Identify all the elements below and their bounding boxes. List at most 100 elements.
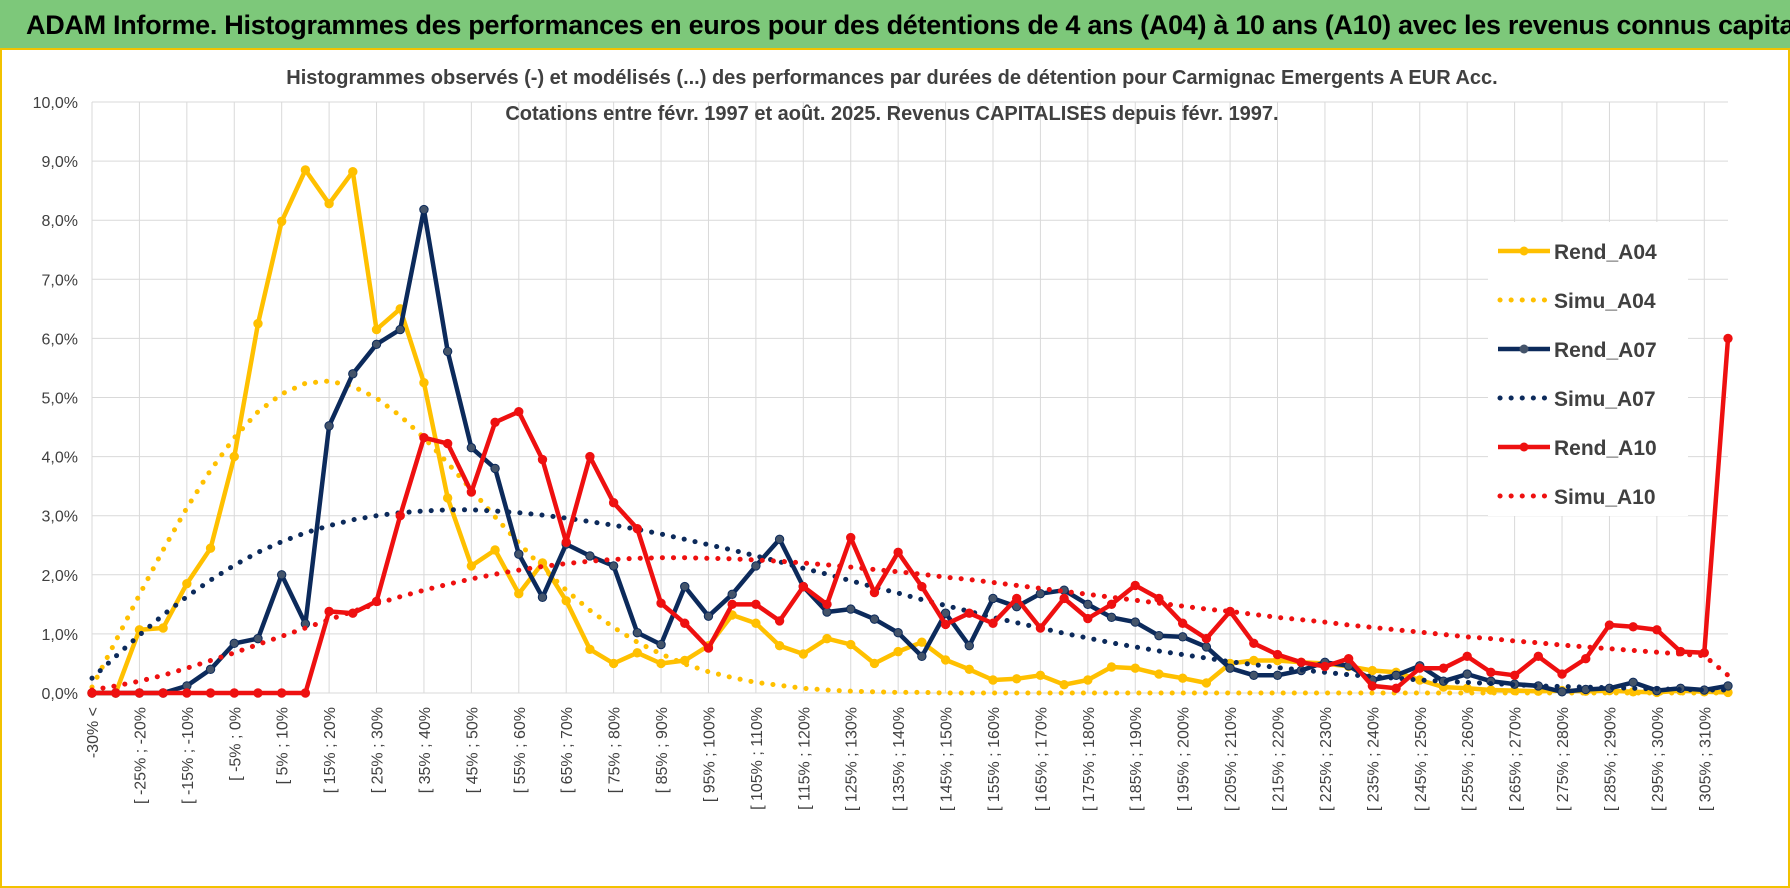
series-point (1628, 677, 1638, 688)
series-point (632, 524, 643, 534)
x-tick-label: [ 165% ; 170% (1033, 707, 1050, 811)
chart-subtitle: Cotations entre févr. 1997 et août. 2025… (505, 103, 1278, 125)
series-point (1462, 669, 1472, 679)
series-point (442, 493, 453, 503)
x-tick-label: [ 155% ; 160% (986, 707, 1003, 811)
legend-label: Simu_A04 (1554, 290, 1656, 313)
series-point (158, 623, 168, 633)
series-point (371, 324, 382, 335)
legend-marker (1519, 344, 1529, 354)
series-point (964, 664, 974, 675)
series-point (1604, 620, 1615, 630)
x-tick-label: [ 265% ; 270% (1508, 707, 1525, 811)
x-tick-label: [ 305% ; 310% (1697, 707, 1714, 811)
series-point (1130, 580, 1140, 591)
series-point (1723, 681, 1733, 691)
series-point (419, 378, 429, 388)
chart-legend: Rend_A04 Simu_A04 Rend_A07 Simu_A07 Rend_A10… (1488, 222, 1688, 516)
series-Simu_A10 (89, 555, 1731, 693)
series-point (1509, 670, 1520, 680)
series-point (1486, 667, 1496, 678)
series-point (253, 688, 263, 698)
x-tick-label: [ 205% ; 210% (1223, 707, 1240, 811)
series-point (1652, 625, 1662, 635)
series-point (442, 438, 453, 449)
series-point (940, 608, 951, 618)
series-point (253, 633, 263, 644)
x-tick-label: [ 15% ; 20% (322, 707, 339, 793)
report-banner: ADAM Informe. Histogrammes des performan… (0, 0, 1790, 50)
series-point (1201, 642, 1212, 652)
series-point (205, 664, 216, 675)
series-point (1438, 663, 1449, 673)
legend-item-Simu_A07: Simu_A07 (1497, 388, 1656, 411)
series-point (324, 421, 334, 431)
x-tick-label: [ -15% ; -10% (180, 707, 197, 804)
legend-marker (1519, 442, 1529, 452)
series-point (917, 651, 927, 662)
series-point (585, 451, 595, 462)
series-point (846, 532, 856, 543)
y-tick-label: 4,0% (42, 450, 78, 467)
series-point (1177, 632, 1188, 642)
series-point (1177, 618, 1188, 628)
series-point (276, 570, 287, 580)
series-point (869, 658, 880, 669)
series-line (92, 207, 1729, 696)
series-Rend_A10 (87, 333, 1733, 698)
series-line (89, 507, 1731, 693)
x-tick-label: [ 245% ; 250% (1413, 707, 1430, 811)
performance-histogram-chart: Histogrammes observés (-) et modélisés (… (33, 67, 1733, 811)
series-point (893, 646, 903, 657)
series-point (395, 324, 405, 335)
series-point (774, 616, 785, 626)
series-point (822, 599, 832, 610)
series-point (1011, 593, 1022, 604)
x-tick-label: [ 175% ; 180% (1081, 707, 1098, 811)
chart-frame: Histogrammes observés (-) et modélisés (… (0, 50, 1790, 888)
series-point (1201, 678, 1212, 688)
series-point (988, 593, 998, 604)
series-point (537, 592, 548, 602)
series-point (205, 543, 216, 553)
series-point (1343, 654, 1354, 664)
series-point (300, 165, 311, 175)
chart-gridlines (91, 101, 1728, 694)
series-point (656, 658, 666, 669)
series-point (490, 417, 500, 428)
series-point (656, 598, 666, 608)
report-title: ADAM Informe. Histogrammes des performan… (26, 10, 1790, 40)
y-tick-label: 1,0% (42, 627, 78, 644)
y-tick-label: 7,0% (42, 272, 78, 289)
series-point (466, 443, 477, 453)
series-point (158, 688, 168, 698)
legend-marker (1519, 246, 1529, 256)
series-point (182, 578, 192, 589)
series-point (442, 346, 453, 357)
series-line (89, 555, 1731, 693)
series-point (182, 688, 192, 698)
series-point (1059, 593, 1069, 604)
series-point (585, 551, 595, 561)
legend-item-Rend_A04: Rend_A04 (1498, 241, 1657, 264)
x-tick-label: [ 95% ; 100% (701, 707, 718, 802)
series-point (656, 639, 666, 650)
chart-title: Histogrammes observés (-) et modélisés (… (286, 67, 1497, 89)
x-tick-label: [ 295% ; 300% (1650, 707, 1667, 811)
series-point (395, 511, 405, 521)
x-tick-label: [ 235% ; 240% (1365, 707, 1382, 811)
series-point (988, 675, 998, 685)
x-tick-label: [ 55% ; 60% (512, 707, 529, 793)
legend-label: Rend_A07 (1554, 339, 1657, 362)
series-point (703, 611, 714, 621)
series-point (466, 561, 477, 571)
y-tick-label: 2,0% (42, 568, 78, 585)
y-tick-label: 6,0% (42, 331, 78, 348)
series-point (846, 639, 856, 650)
y-tick-label: 8,0% (42, 213, 78, 230)
series-point (1154, 630, 1164, 641)
series-point (514, 549, 524, 559)
series-point (1557, 669, 1567, 679)
series-point (1106, 612, 1117, 623)
legend-item-Rend_A10: Rend_A10 (1498, 437, 1657, 460)
